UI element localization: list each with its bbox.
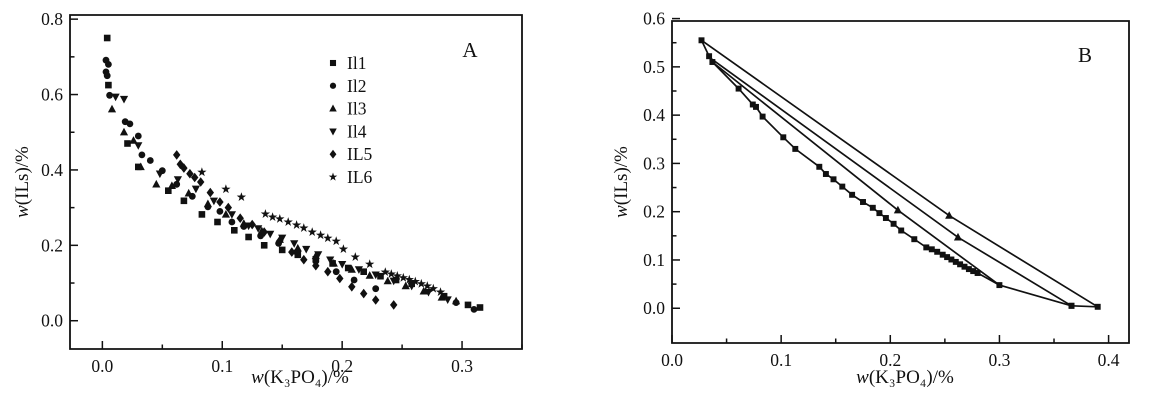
series-Il4 (111, 93, 452, 304)
chart-panel-b: 0.0 0.1 0.2 0.3 0.4 0.0 0.1 0.2 0.3 0.4 0.5 0.6 w(K₃… (611, 9, 1130, 388)
y-axis-label: w(ILs)/% (12, 146, 33, 218)
x-axis-label: w(K₃PO₄)/% (251, 367, 349, 388)
panel-label-a: A (462, 38, 478, 62)
series-Il3 (107, 104, 461, 305)
series-tie-line-1 (701, 39, 1099, 308)
x-tick-label: 0.1 (770, 350, 792, 370)
y-tick-label: 0.3 (643, 153, 665, 173)
y-axis-label: w(ILs)/% (611, 146, 632, 218)
y-tick-label: 0.0 (643, 298, 665, 318)
series-tie-line-3 (711, 61, 1000, 286)
y-tick-label: 0.2 (41, 235, 63, 255)
x-tick-label: 0.1 (211, 356, 233, 376)
panel-label-b: B (1077, 43, 1092, 67)
y-tick-label: 0.4 (643, 105, 665, 125)
series-bottom-segment (1068, 302, 1101, 310)
x-tick-label: 0.2 (331, 356, 353, 376)
x-tick-label: 0.2 (879, 350, 901, 370)
y-tick-label: 0.6 (643, 9, 665, 29)
legend-label-IL5: IL5 (347, 144, 373, 164)
legend-label-Il4: Il4 (347, 121, 367, 141)
x-tick-label: 0.4 (1098, 350, 1120, 370)
x-tick-label: 0.3 (451, 356, 473, 376)
y-tick-label: 0.1 (643, 250, 665, 270)
chart-panel-a: 0.0 0.1 0.2 0.3 0.0 0.2 0.4 0.6 0.8 w(K₃PO₄)/% w(I… (12, 9, 523, 388)
x-axis-label: w(K₃PO₄)/% (856, 367, 954, 388)
legend-label-Il1: Il1 (347, 53, 366, 73)
legend-label-IL6: IL6 (347, 167, 373, 187)
x-tick-label: 0.0 (91, 356, 113, 376)
y-tick-label: 0.2 (643, 202, 665, 222)
y-tick-label: 0.8 (41, 9, 63, 29)
y-tick-label: 0.4 (41, 160, 63, 180)
y-tick-label: 0.6 (41, 85, 63, 105)
y-tick-label: 0.5 (643, 57, 665, 77)
legend-label-Il2: Il2 (347, 76, 366, 96)
y-tick-label: 0.0 (41, 311, 63, 331)
series-IL6 (197, 167, 446, 297)
series-tie-line-2 (708, 56, 1072, 307)
x-tick-label: 0.3 (989, 350, 1011, 370)
legend-label-Il3: Il3 (347, 99, 367, 119)
axes-panel-a: 0.0 0.1 0.2 0.3 0.0 0.2 0.4 0.6 0.8 (41, 9, 523, 376)
x-tick-label: 0.0 (661, 350, 683, 370)
axes-panel-b: 0.0 0.1 0.2 0.3 0.4 0.0 0.1 0.2 0.3 0.4 0.5 0.6 (643, 9, 1130, 370)
